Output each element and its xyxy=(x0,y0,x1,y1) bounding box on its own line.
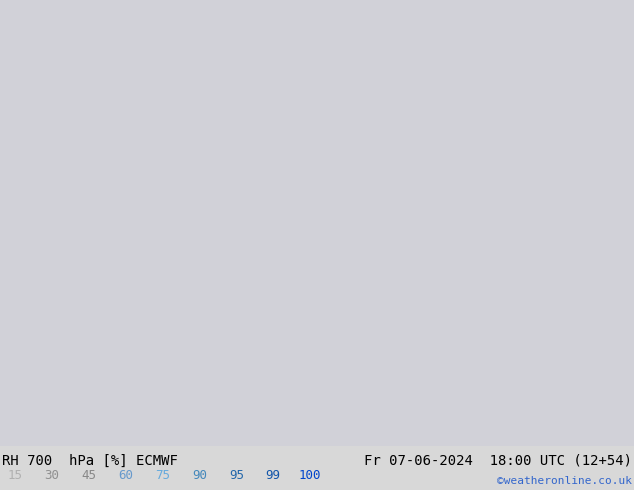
Text: 99: 99 xyxy=(266,469,281,483)
Text: 95: 95 xyxy=(229,469,243,483)
Text: ©weatheronline.co.uk: ©weatheronline.co.uk xyxy=(497,476,632,486)
Text: Fr 07-06-2024  18:00 UTC (12+54): Fr 07-06-2024 18:00 UTC (12+54) xyxy=(364,454,632,468)
Text: 15: 15 xyxy=(8,469,22,483)
Text: 90: 90 xyxy=(192,469,207,483)
Text: 75: 75 xyxy=(155,469,170,483)
Text: 100: 100 xyxy=(299,469,321,483)
Text: 30: 30 xyxy=(44,469,60,483)
Text: 45: 45 xyxy=(81,469,96,483)
Text: RH 700  hPa [%] ECMWF: RH 700 hPa [%] ECMWF xyxy=(2,454,178,468)
Text: 60: 60 xyxy=(118,469,133,483)
